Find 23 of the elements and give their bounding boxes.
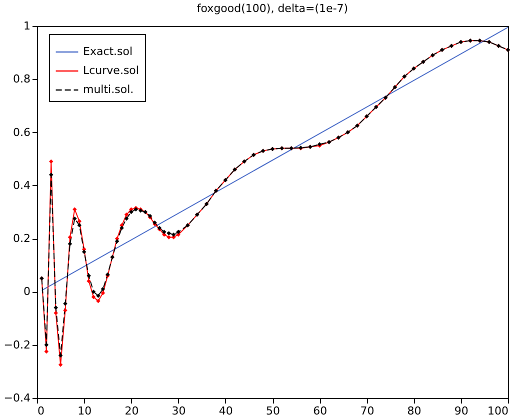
legend-label: Lcurve.sol [83, 64, 139, 77]
y-tick-label: 0 [24, 285, 30, 298]
y-tick-label: 0.2 [13, 232, 30, 246]
x-tick-label: 0 [38, 404, 44, 418]
legend-label: multi.sol. [83, 83, 134, 96]
x-tick-label: 90 [454, 404, 468, 418]
y-tick-label: −0.4 [4, 392, 30, 404]
y-tick-label: 0.4 [13, 178, 30, 192]
y-tick-label: 0.6 [13, 126, 30, 139]
x-tick-label: 100 [488, 404, 508, 418]
x-tick-label: 60 [313, 404, 328, 418]
y-tick-label: −0.2 [4, 338, 30, 352]
x-tick-label: 80 [407, 404, 422, 418]
legend-label: Exact.sol [83, 45, 133, 58]
x-tick-label: 40 [218, 404, 233, 418]
x-tick-label: 10 [78, 404, 92, 418]
x-tick-label: 20 [124, 404, 139, 418]
x-tick-label: 70 [360, 404, 374, 418]
y-tick-label: 0.8 [13, 72, 30, 86]
chart-title: foxgood(100), delta=(1e-7) [196, 2, 348, 15]
y-tick-label: 1 [24, 20, 30, 32]
x-tick-label: 50 [266, 404, 280, 418]
x-tick-label: 30 [172, 404, 186, 418]
